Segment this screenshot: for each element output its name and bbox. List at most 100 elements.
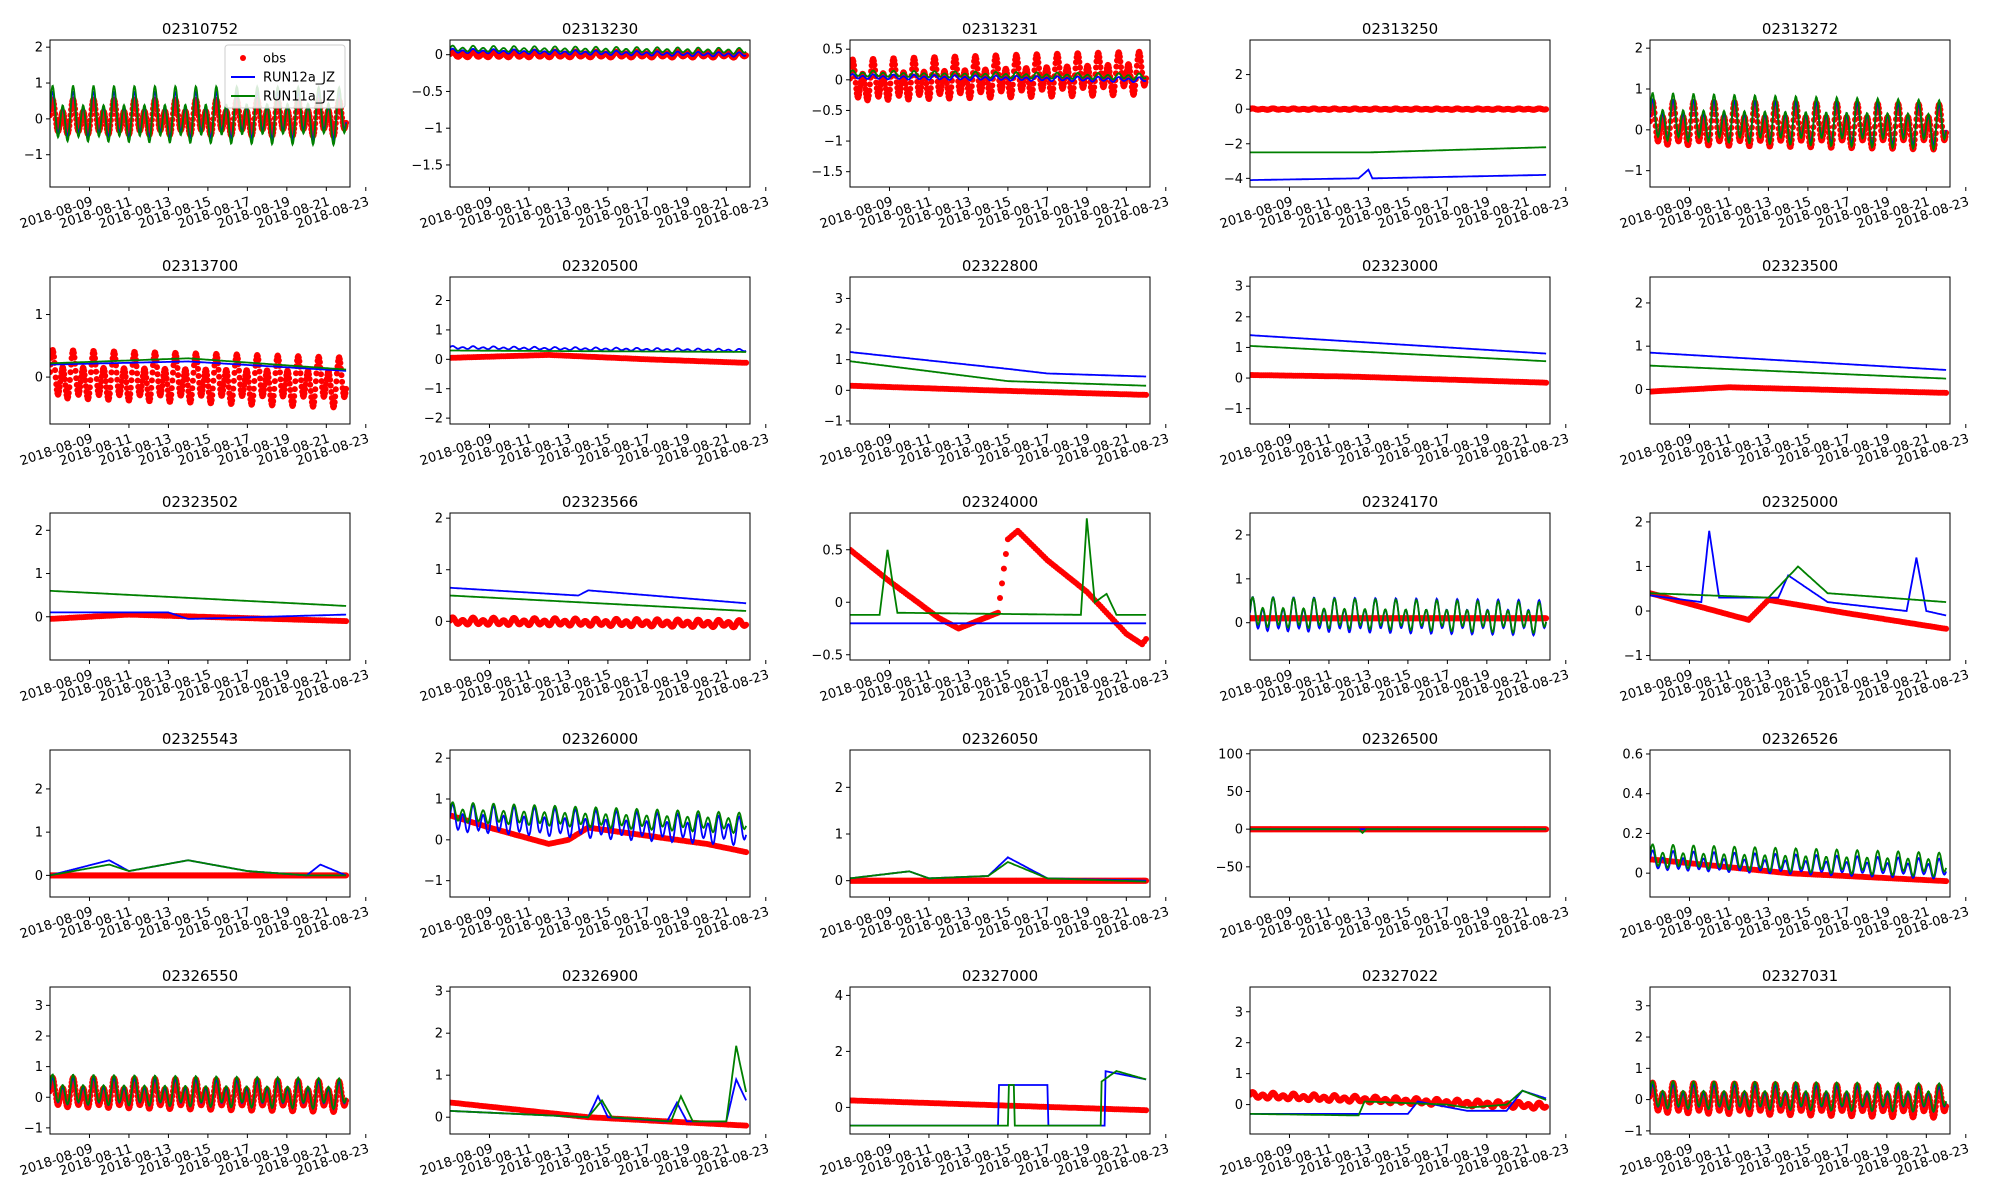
subplot-title: 02323566: [562, 493, 638, 511]
y-tick-label: 0: [1235, 616, 1243, 631]
obs-point: [948, 84, 955, 91]
obs-point: [1070, 85, 1077, 91]
series-RUN11a_JZ: [50, 357, 347, 371]
series-RUN12a_JZ: [1250, 168, 1547, 182]
obs-point: [1055, 59, 1062, 66]
obs-point: [318, 371, 324, 378]
obs-point: [866, 81, 873, 88]
obs-point: [220, 387, 227, 394]
obs-point: [947, 89, 954, 96]
obs-point: [988, 88, 995, 95]
series-RUN12a_JZ: [450, 47, 747, 58]
obs-point: [229, 392, 236, 399]
obs-point: [225, 378, 232, 385]
obs-point: [240, 386, 247, 393]
obs-point: [1138, 63, 1145, 70]
obs-point: [65, 390, 72, 396]
obs-point: [914, 78, 921, 85]
y-tick-label: 2: [1235, 310, 1243, 325]
series-RUN11a_JZ: [850, 69, 1147, 81]
obs-point: [1091, 84, 1098, 91]
obs-point: [108, 369, 115, 376]
series-obs: [50, 347, 350, 411]
obs-point: [877, 82, 884, 89]
obs-point: [271, 385, 278, 392]
obs-point: [877, 86, 884, 93]
subplot-title: 02313272: [1762, 20, 1838, 38]
series-obs: [1250, 372, 1550, 386]
obs-point: [175, 372, 182, 379]
series-obs: [850, 527, 1150, 648]
axes-frame: [1649, 276, 1951, 425]
obs-point: [1036, 65, 1042, 72]
obs-point: [102, 378, 109, 385]
obs-point: [179, 387, 186, 394]
obs-point: [167, 396, 174, 403]
obs-point: [328, 389, 335, 395]
obs-point: [1076, 59, 1083, 65]
obs-point: [261, 381, 268, 388]
obs-point: [1127, 68, 1134, 75]
subplot-title: 02323500: [1762, 257, 1838, 275]
obs-point: [866, 87, 873, 94]
y-tick-label: 0: [35, 112, 43, 127]
obs-point: [66, 384, 73, 391]
obs-point: [918, 84, 925, 91]
obs-point: [898, 81, 905, 88]
obs-point: [154, 371, 161, 378]
obs-point: [195, 365, 201, 372]
obs-point: [77, 383, 84, 390]
obs-point: [102, 372, 109, 379]
obs-point: [170, 369, 176, 376]
subplot-02313250: 02313250−4−2022018-08-092018-08-112018-0…: [1218, 20, 1571, 232]
y-tick-label: 0: [1635, 123, 1643, 138]
obs-point: [257, 375, 264, 382]
x-tick-label: 2018-08-23: [1495, 432, 1571, 470]
obs-point: [313, 370, 320, 377]
obs-point: [148, 377, 155, 384]
obs-point: [296, 358, 303, 365]
obs-point: [852, 79, 859, 86]
obs-point: [969, 76, 976, 83]
obs-point: [306, 371, 312, 378]
obs-point: [1090, 88, 1097, 95]
x-tick-label: 2018-08-23: [695, 432, 771, 470]
obs-point: [861, 81, 868, 88]
obs-point: [72, 367, 79, 374]
obs-point: [968, 88, 975, 95]
obs-point: [918, 80, 925, 86]
obs-point: [275, 357, 282, 364]
series-RUN12a_JZ: [850, 351, 1147, 378]
subplot-title: 02323502: [162, 493, 238, 511]
obs-point: [1000, 79, 1007, 86]
obs-point: [122, 369, 129, 376]
obs-point: [81, 372, 88, 378]
obs-point: [246, 385, 253, 392]
y-tick-label: 0: [835, 384, 843, 399]
obs-point: [183, 371, 190, 378]
obs-point: [188, 396, 195, 403]
obs-point: [271, 378, 278, 385]
subplot-title: 02320500: [562, 257, 638, 275]
obs-point: [51, 353, 57, 360]
obs-point: [168, 391, 175, 398]
series-RUN11a_JZ: [50, 589, 347, 607]
obs-point: [107, 377, 114, 384]
obs-point: [132, 352, 139, 358]
axes-frame: [49, 276, 351, 425]
obs-point: [995, 609, 1001, 616]
subplot-02324000: 02324000−0.500.52018-08-092018-08-112018…: [811, 493, 1171, 705]
obs-point: [241, 382, 248, 389]
obs-point: [111, 351, 118, 358]
series-RUN12a_JZ: [850, 73, 1147, 84]
obs-point: [266, 386, 273, 393]
obs-point: [164, 381, 171, 388]
obs-point: [265, 374, 272, 381]
obs-point: [106, 390, 113, 397]
obs-point: [230, 377, 237, 384]
obs-point: [1943, 389, 1950, 396]
x-tick-label: 2018-08-23: [1895, 432, 1971, 470]
obs-point: [307, 388, 314, 394]
obs-point: [1096, 58, 1103, 65]
